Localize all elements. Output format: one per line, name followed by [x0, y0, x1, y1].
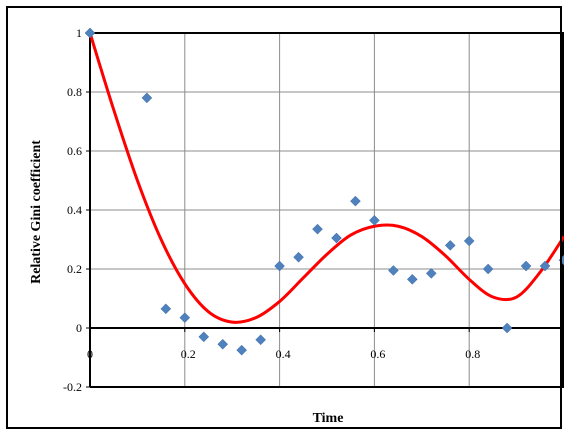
y-tick-label: 0.4: [67, 203, 82, 217]
data-point: [255, 334, 266, 346]
y-tick-label: 0: [76, 321, 82, 335]
data-point: [501, 322, 513, 334]
data-point: [160, 303, 172, 315]
x-tick-label: 0.6: [370, 347, 385, 361]
data-point: [293, 251, 304, 263]
data-point: [217, 338, 229, 350]
fit-curve-line: [88, 32, 564, 324]
data-point: [425, 268, 437, 279]
x-tick-label: 0.8: [465, 347, 480, 361]
data-point: [350, 195, 361, 207]
data-point: [236, 344, 248, 356]
data-point: [444, 240, 456, 251]
data-point: [141, 92, 153, 104]
data-point: [331, 232, 342, 244]
data-point: [463, 235, 475, 247]
data-point: [312, 223, 323, 235]
x-axis-title: Time: [313, 411, 344, 426]
y-tick-label: 1: [76, 26, 82, 40]
x-tick-label: 0.2: [181, 347, 196, 361]
data-point: [558, 254, 564, 266]
data-point: [198, 331, 210, 343]
x-tick-labels: 0 0.2 0.4 0.6 0.8 1: [87, 347, 564, 361]
fitted-curve: [88, 32, 564, 324]
y-tick-label: -0.2: [63, 380, 82, 394]
data-point: [369, 214, 380, 226]
x-tick-label: 0.4: [276, 347, 291, 361]
gridlines: [89, 32, 564, 388]
y-axis-title: Relative Gini coefficient: [29, 140, 44, 284]
axes: [86, 32, 564, 388]
x-tick-label: 1: [560, 347, 564, 361]
y-tick-label: 0.6: [67, 144, 82, 158]
data-point: [274, 260, 285, 272]
data-point: [539, 260, 551, 272]
data-point: [84, 27, 96, 39]
y-tick-labels: -0.2 0 0.2 0.4 0.6 0.8 1: [63, 26, 82, 394]
data-point: [406, 273, 418, 285]
y-tick-label: 0.2: [67, 262, 82, 276]
data-point: [179, 312, 191, 324]
data-point: [388, 265, 399, 276]
y-tick-label: 0.8: [67, 85, 82, 99]
data-point: [520, 260, 532, 272]
x-tick-label: 0: [87, 347, 93, 361]
data-point: [482, 263, 494, 275]
data-points: [84, 27, 564, 356]
